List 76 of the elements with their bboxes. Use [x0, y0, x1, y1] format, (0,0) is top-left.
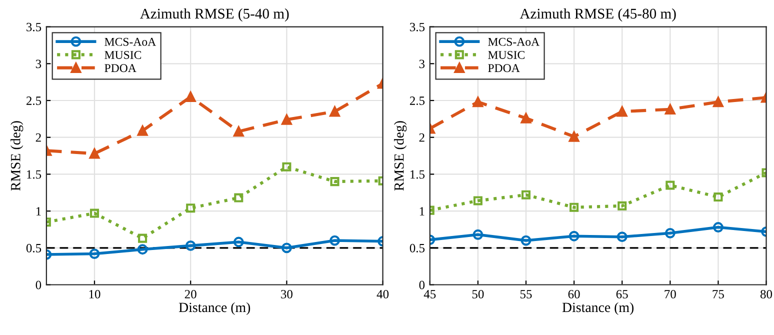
point [712, 222, 724, 232]
y-tick-label: 0 [419, 280, 425, 290]
x-tick-label: 70 [664, 290, 676, 298]
point [473, 196, 482, 206]
point [137, 126, 148, 136]
point [330, 106, 340, 117]
point [233, 236, 244, 248]
y-axis-title: RMSE (deg) [394, 121, 407, 191]
chart-title: Azimuth RMSE (45-80 m) [520, 8, 676, 22]
y-tick-label: 0.5 [410, 244, 425, 252]
y-tick-label: 1 [36, 207, 41, 216]
y-tick-label: 0.5 [26, 244, 42, 252]
point [472, 96, 484, 108]
x-tick-label: 55 [520, 290, 532, 298]
point [186, 204, 196, 213]
point [618, 201, 627, 210]
x-tick-label: 65 [616, 290, 628, 298]
point [521, 190, 531, 200]
point [233, 126, 244, 137]
point [520, 235, 532, 246]
x-tick-label: 30 [281, 290, 292, 298]
point [712, 96, 724, 108]
point [281, 114, 292, 125]
point [568, 230, 580, 242]
point [568, 131, 580, 142]
point [616, 106, 628, 117]
legend-label: MUSIC [488, 51, 524, 59]
y-tick-label: 2.5 [410, 96, 425, 106]
point [664, 228, 676, 238]
y-tick-label: 0 [36, 280, 42, 290]
legend-label: MUSIC [104, 51, 142, 59]
y-tick-label: 1 [420, 207, 424, 216]
y-tick-label: 2.5 [26, 96, 42, 106]
point [472, 229, 484, 240]
legend-label: PDOA [104, 64, 136, 72]
x-tick-label: 40 [376, 290, 389, 298]
point [185, 92, 196, 102]
point [137, 244, 148, 255]
y-tick-label: 1.5 [27, 170, 42, 179]
point [138, 234, 148, 243]
point [281, 242, 292, 254]
point [185, 240, 196, 251]
y-tick-label: 3.5 [26, 22, 42, 32]
point [666, 180, 675, 190]
point [90, 208, 100, 218]
point [89, 148, 100, 159]
point [330, 235, 340, 246]
x-tick-label: 50 [472, 290, 484, 298]
y-tick-label: 3.5 [410, 22, 425, 32]
x-tick-label: 10 [89, 290, 100, 298]
x-tick-label: 45 [424, 290, 436, 298]
point [89, 248, 100, 260]
legend-label: MCS-AoA [104, 38, 156, 46]
point [616, 232, 628, 242]
y-tick-label: 2 [419, 133, 424, 142]
point [664, 104, 676, 115]
x-tick-label: 60 [568, 290, 580, 298]
point [570, 202, 579, 212]
point [520, 112, 532, 124]
point [234, 193, 244, 202]
y-tick-label: 3 [36, 60, 42, 68]
x-tick-label: 80 [760, 290, 772, 298]
y-tick-label: 1.5 [410, 170, 425, 179]
point [714, 192, 723, 202]
y-tick-label: 2 [36, 133, 41, 142]
legend-label: MCS-AoA [488, 38, 540, 46]
x-tick-label: 75 [712, 290, 724, 298]
point [330, 177, 340, 186]
x-axis-title: Distance (m) [178, 302, 250, 315]
legend-label: PDOA [488, 64, 520, 72]
point [282, 162, 292, 172]
x-tick-label: 20 [184, 290, 196, 298]
x-axis-title: Distance (m) [562, 302, 634, 315]
y-axis-title: RMSE (deg) [10, 121, 24, 191]
y-tick-label: 3 [419, 60, 425, 68]
chart-title: Azimuth RMSE (5-40 m) [140, 8, 289, 22]
